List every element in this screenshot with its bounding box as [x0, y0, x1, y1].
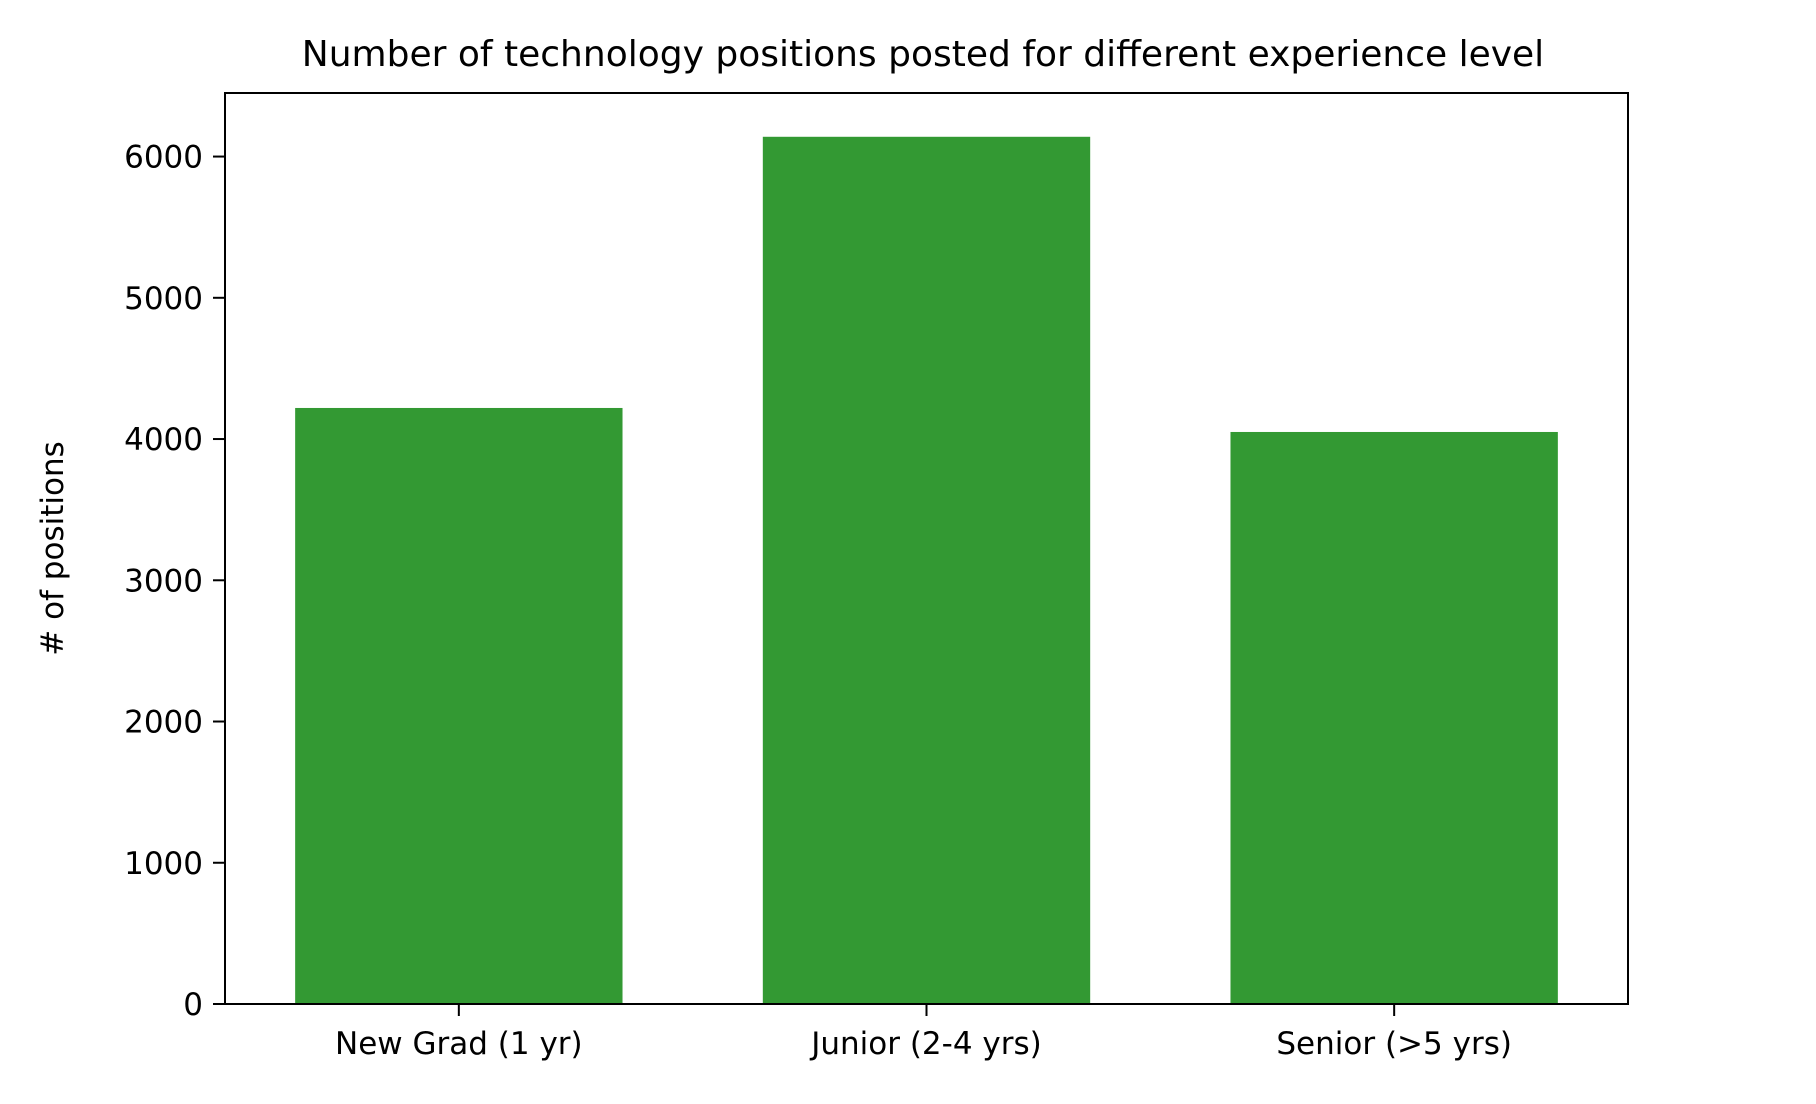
x-tick-label: New Grad (1 yr)	[335, 1026, 583, 1062]
y-tick-label: 2000	[124, 705, 203, 741]
y-tick-label: 3000	[124, 563, 203, 599]
y-axis-label: # of positions	[35, 441, 71, 656]
bars-layer	[295, 136, 1558, 1005]
y-tick-label: 5000	[124, 281, 203, 317]
y-tick-label: 4000	[124, 422, 203, 458]
chart-title: Number of technology positions posted fo…	[302, 34, 1544, 75]
plot-frame	[224, 92, 1629, 1005]
y-tick-label: 6000	[124, 140, 203, 176]
y-axis: 0 1000 2000 3000 4000 5000 6000	[124, 140, 225, 1023]
y-tick-label: 0	[183, 987, 203, 1023]
bar-1	[762, 136, 1091, 1005]
x-axis: New Grad (1 yr) Junior (2-4 yrs) Senior (>…	[335, 1004, 1512, 1062]
x-tick-label: Junior (2-4 yrs)	[809, 1026, 1042, 1062]
bar-2	[1230, 431, 1558, 1004]
bar-0	[295, 407, 623, 1004]
y-tick-label: 1000	[124, 846, 203, 882]
x-tick-label: Senior (>5 yrs)	[1276, 1026, 1512, 1062]
